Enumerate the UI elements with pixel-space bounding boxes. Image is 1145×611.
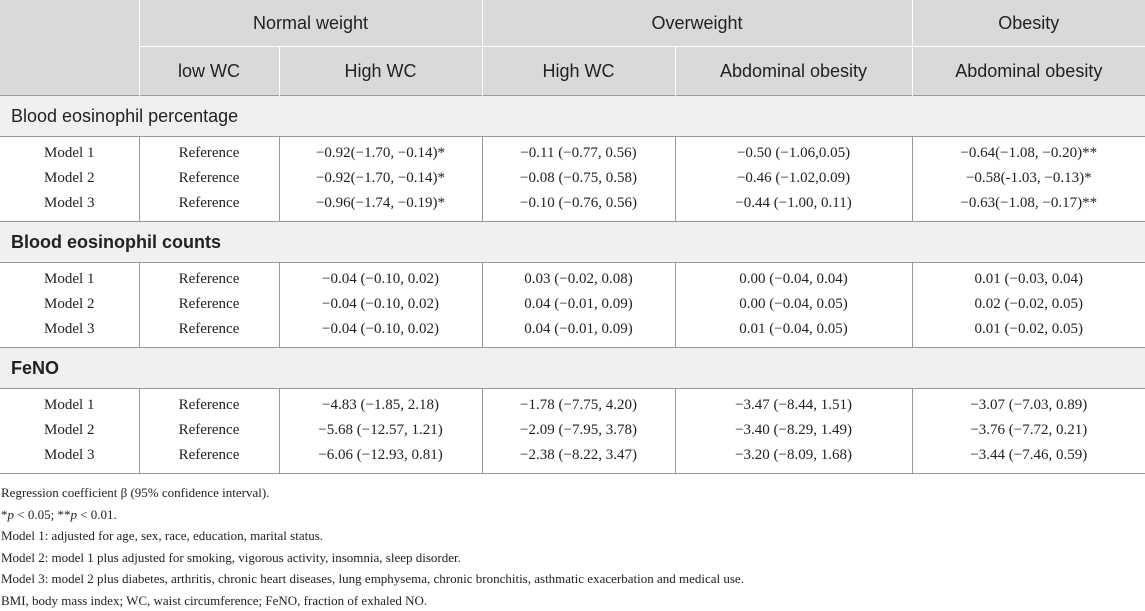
header-col-normal-high-wc: High WC [279,47,482,96]
table-cell: 0.00 (−0.04, 0.04) [675,263,912,293]
table-cell: Reference [139,389,279,419]
model-label: Model 3 [0,191,139,222]
header-col-overweight-abdominal-obesity: Abdominal obesity [675,47,912,96]
header-col-obesity-abdominal-obesity: Abdominal obesity [912,47,1145,96]
table-cell: −0.92(−1.70, −0.14)* [279,137,482,167]
footnote-significance: *p < 0.05; **p < 0.01. [1,504,744,526]
table-row: Model 1 Reference −0.92(−1.70, −0.14)* −… [0,137,1145,167]
header-corner [0,0,139,96]
table-cell: −3.40 (−8.29, 1.49) [675,418,912,443]
model-label: Model 2 [0,418,139,443]
table-cell: −0.63(−1.08, −0.17)** [912,191,1145,222]
table-cell: −0.04 (−0.10, 0.02) [279,263,482,293]
table-row: Model 2 Reference −0.92(−1.70, −0.14)* −… [0,166,1145,191]
table-cell: −0.10 (−0.76, 0.56) [482,191,675,222]
table-cell: 0.01 (−0.04, 0.05) [675,317,912,348]
table-cell: −0.46 (−1.02,0.09) [675,166,912,191]
table-cell: −0.50 (−1.06,0.05) [675,137,912,167]
section-title: FeNO [0,348,1145,389]
header-col-overweight-high-wc: High WC [482,47,675,96]
table-cell: −2.09 (−7.95, 3.78) [482,418,675,443]
table-cell: −3.44 (−7.46, 0.59) [912,443,1145,474]
section-row: Blood eosinophil counts [0,222,1145,263]
model-label: Model 3 [0,443,139,474]
section-title: Blood eosinophil percentage [0,96,1145,137]
section-title: Blood eosinophil counts [0,222,1145,263]
table-cell: −6.06 (−12.93, 0.81) [279,443,482,474]
footnote-model-1: Model 1: adjusted for age, sex, race, ed… [1,525,744,547]
table-footnotes: Regression coefficient β (95% confidence… [1,482,744,611]
table-cell: 0.00 (−0.04, 0.05) [675,292,912,317]
table-cell: −0.04 (−0.10, 0.02) [279,292,482,317]
table-cell: −3.07 (−7.03, 0.89) [912,389,1145,419]
table-cell: Reference [139,137,279,167]
table-cell: 0.02 (−0.02, 0.05) [912,292,1145,317]
table-cell: 0.01 (−0.03, 0.04) [912,263,1145,293]
table-cell: −5.68 (−12.57, 1.21) [279,418,482,443]
model-label: Model 2 [0,166,139,191]
table-cell: Reference [139,443,279,474]
model-label: Model 1 [0,389,139,419]
footnote-p1-text: < 0.05; ** [14,507,70,522]
table-cell: −1.78 (−7.75, 4.20) [482,389,675,419]
header-column-row: low WC High WC High WC Abdominal obesity… [0,47,1145,96]
table-cell: −0.04 (−0.10, 0.02) [279,317,482,348]
table-cell: −0.11 (−0.77, 0.56) [482,137,675,167]
footnote-model-2: Model 2: model 1 plus adjusted for smoki… [1,547,744,569]
table-cell: Reference [139,317,279,348]
header-col-low-wc: low WC [139,47,279,96]
model-label: Model 1 [0,263,139,293]
table-row: Model 3 Reference −6.06 (−12.93, 0.81) −… [0,443,1145,474]
table-row: Model 1 Reference −0.04 (−0.10, 0.02) 0.… [0,263,1145,293]
footnote-p2-text: < 0.01. [77,507,117,522]
footnote-model-3: Model 3: model 2 plus diabetes, arthriti… [1,568,744,590]
model-label: Model 3 [0,317,139,348]
table-cell: 0.03 (−0.02, 0.08) [482,263,675,293]
table-cell: 0.04 (−0.01, 0.09) [482,317,675,348]
table-cell: −3.20 (−8.09, 1.68) [675,443,912,474]
model-label: Model 2 [0,292,139,317]
table-cell: 0.01 (−0.02, 0.05) [912,317,1145,348]
table-cell: −3.76 (−7.72, 0.21) [912,418,1145,443]
table-cell: Reference [139,263,279,293]
table-row: Model 3 Reference −0.96(−1.74, −0.19)* −… [0,191,1145,222]
header-group-overweight: Overweight [482,0,912,47]
table-cell: −0.44 (−1.00, 0.11) [675,191,912,222]
header-group-obesity: Obesity [912,0,1145,47]
table-cell: −4.83 (−1.85, 2.18) [279,389,482,419]
table-cell: −3.47 (−8.44, 1.51) [675,389,912,419]
table-row: Model 1 Reference −4.83 (−1.85, 2.18) −1… [0,389,1145,419]
model-label: Model 1 [0,137,139,167]
table-cell: −0.64(−1.08, −0.20)** [912,137,1145,167]
table-cell: −0.92(−1.70, −0.14)* [279,166,482,191]
footnote-regression: Regression coefficient β (95% confidence… [1,482,744,504]
footnote-abbreviations: BMI, body mass index; WC, waist circumfe… [1,590,744,611]
table-cell: Reference [139,166,279,191]
table-cell: −2.38 (−8.22, 3.47) [482,443,675,474]
section-row: FeNO [0,348,1145,389]
table-cell: Reference [139,292,279,317]
table-cell: Reference [139,191,279,222]
header-group-row: Normal weight Overweight Obesity [0,0,1145,47]
results-table: Normal weight Overweight Obesity low WC … [0,0,1145,474]
table-cell: Reference [139,418,279,443]
table-row: Model 3 Reference −0.04 (−0.10, 0.02) 0.… [0,317,1145,348]
table-cell: 0.04 (−0.01, 0.09) [482,292,675,317]
table-cell: −0.96(−1.74, −0.19)* [279,191,482,222]
header-group-normal-weight: Normal weight [139,0,482,47]
table-row: Model 2 Reference −5.68 (−12.57, 1.21) −… [0,418,1145,443]
table-row: Model 2 Reference −0.04 (−0.10, 0.02) 0.… [0,292,1145,317]
table-cell: −0.58(-1.03, −0.13)* [912,166,1145,191]
table-cell: −0.08 (−0.75, 0.58) [482,166,675,191]
section-row: Blood eosinophil percentage [0,96,1145,137]
